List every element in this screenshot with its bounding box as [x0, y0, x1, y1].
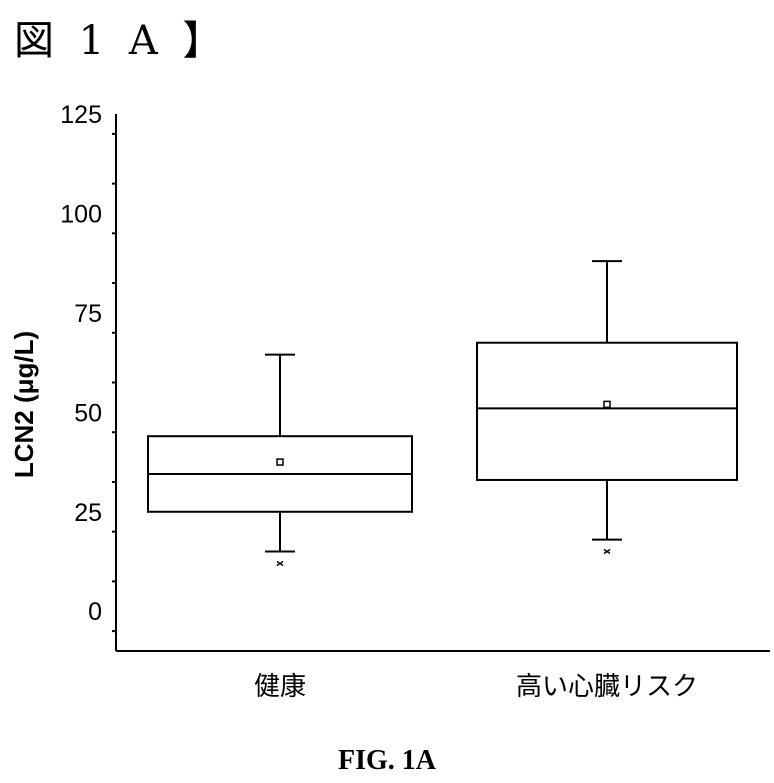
y-tick-label: 125 — [60, 101, 102, 129]
box-plot-chart: 0 25 50 75 100 125 LCN2 (μg/L) 健康 高い心臓リスク — [0, 0, 774, 740]
outlier-marker — [277, 561, 283, 565]
outlier-marker — [604, 550, 610, 554]
y-tick-label: 100 — [60, 200, 102, 228]
figure-caption: FIG. 1A — [0, 745, 774, 777]
mean-marker — [604, 401, 610, 407]
labels: 健康 高い心臓リスク — [254, 672, 698, 702]
box-1 — [148, 355, 412, 566]
y-tick-label: 0 — [88, 598, 102, 626]
y-axis-title: LCN2 (μg/L) — [9, 331, 39, 478]
mean-marker — [277, 459, 283, 465]
x-category-label: 健康 — [254, 672, 306, 702]
axes: 0 25 50 75 100 125 LCN2 (μg/L) — [9, 101, 770, 651]
box-iqr — [477, 343, 737, 480]
y-tick-label: 75 — [74, 300, 102, 328]
y-tick-label: 25 — [74, 499, 102, 527]
boxes — [148, 261, 737, 565]
box-2 — [477, 261, 737, 553]
x-category-label: 高い心臓リスク — [516, 672, 698, 702]
y-tick-label: 50 — [74, 399, 102, 427]
